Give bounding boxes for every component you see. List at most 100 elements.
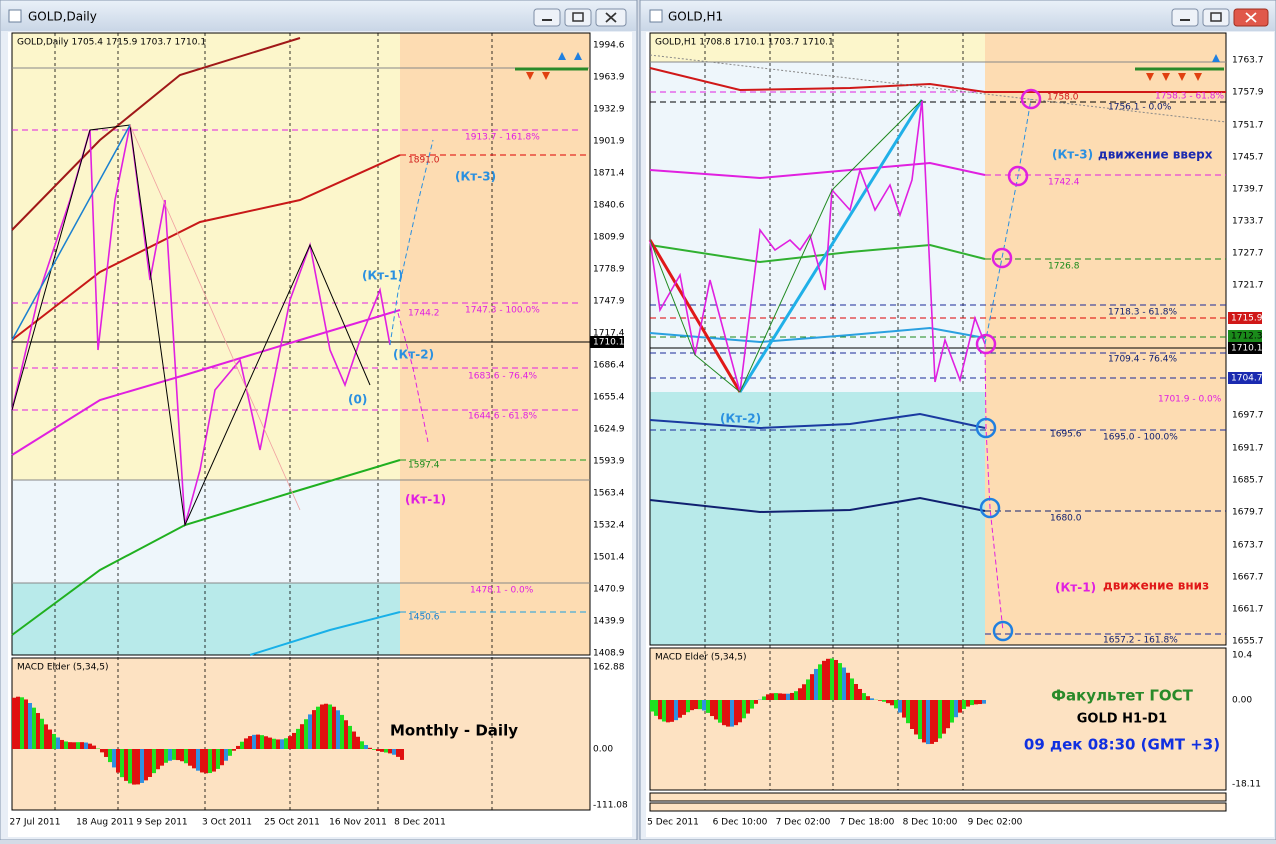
price-tick-label: 1655.7 [1232, 637, 1264, 647]
macd-bar [216, 749, 220, 769]
price-tick-label: 1745.7 [1232, 153, 1264, 163]
macd-bar [244, 738, 248, 749]
price-marker: 1704.7 [1231, 374, 1263, 384]
macd-bar [794, 691, 798, 700]
macd-bar [100, 749, 104, 752]
maximize-button[interactable] [565, 9, 591, 26]
date-label: 9 Dec 02:00 [968, 818, 1023, 828]
macd-bar [734, 700, 738, 725]
macd-bar [906, 700, 910, 723]
macd-bar [930, 700, 934, 744]
price-tick-label: 1563.4 [593, 489, 625, 499]
date-label: 18 Aug 2011 [76, 818, 134, 828]
price-tick-label: 1655.4 [593, 393, 625, 403]
maximize-button[interactable] [1203, 9, 1229, 26]
window-title: GOLD,Daily [28, 10, 97, 24]
macd-bar [738, 700, 742, 722]
annotation: движение вверх [1098, 148, 1213, 162]
macd-bar [670, 700, 674, 722]
macd-bar [778, 693, 782, 700]
macd-bar [364, 745, 368, 749]
level-label: 1758.0 [1047, 93, 1079, 103]
macd-bar [32, 708, 36, 749]
macd-bar [376, 749, 380, 751]
macd-bar [284, 738, 288, 749]
price-tick-label: 1840.6 [593, 201, 625, 211]
macd-bar [918, 700, 922, 739]
caption-title: Факультет ГОСТ [1051, 687, 1194, 705]
annotation: (Кт-3) [455, 170, 496, 184]
macd-bar [208, 749, 212, 773]
price-tick-label: 1679.7 [1232, 508, 1264, 518]
price-tick-label: 1686.4 [593, 361, 625, 371]
macd-bar [16, 697, 20, 749]
macd-bar [388, 749, 392, 753]
macd-bar [718, 700, 722, 723]
level-label: 1718.3 - 61.8% [1108, 308, 1177, 318]
price-tick-label: 1757.9 [1232, 88, 1264, 98]
macd-bar [834, 660, 838, 700]
chart-header: GOLD,Daily 1705.4 1715.9 1703.7 1710.1 [17, 38, 206, 48]
macd-bar [746, 700, 750, 714]
macd-bar [846, 673, 850, 700]
current-price: 1710.1 [593, 338, 625, 348]
date-label: 6 Dec 10:00 [713, 818, 768, 828]
level-label: 1891.0 [408, 156, 440, 166]
annotation: (Кт-1) [405, 493, 446, 507]
macd-bar [730, 700, 734, 727]
annotation: (Кт-1) [1055, 581, 1096, 595]
chart-header: GOLD,H1 1708.8 1710.1 1703.7 1710.1 [655, 38, 834, 48]
price-tick-label: 1661.7 [1232, 605, 1264, 615]
macd-bar [878, 700, 882, 701]
macd-bar [894, 700, 898, 708]
minimize-button[interactable] [1172, 9, 1198, 26]
macd-bar [396, 749, 400, 757]
macd-tick-label: 0.00 [593, 745, 613, 755]
price-tick-label: 1727.7 [1232, 249, 1264, 259]
macd-bar [658, 700, 662, 719]
price-tick-label: 1763.7 [1232, 56, 1264, 66]
macd-bar [678, 700, 682, 718]
macd-bar [280, 739, 284, 749]
macd-bar [850, 678, 854, 700]
macd-bar [368, 748, 372, 749]
caption-symbol: GOLD H1-D1 [1077, 712, 1167, 727]
minimize-button[interactable] [534, 9, 560, 26]
macd-bar [36, 713, 40, 749]
macd-bar [942, 700, 946, 734]
macd-bar [76, 742, 80, 749]
macd-bar [144, 749, 148, 780]
macd-bar [950, 700, 954, 723]
macd-bar [28, 703, 32, 749]
macd-bar [248, 736, 252, 749]
macd-bar [954, 700, 958, 717]
macd-bar [726, 700, 730, 727]
price-marker: 1712.3 [1231, 332, 1263, 342]
macd-bar [974, 700, 978, 704]
macd-bar [320, 705, 324, 749]
macd-bar [88, 744, 92, 749]
price-tick-label: 1667.7 [1232, 573, 1264, 583]
macd-bar [12, 698, 16, 749]
macd-bar [176, 749, 180, 760]
macd-bar [152, 749, 156, 773]
macd-bar [882, 700, 886, 702]
macd-bar [842, 668, 846, 700]
macd-bar [116, 749, 120, 773]
price-tick-label: 1691.7 [1232, 444, 1264, 454]
macd-bar [220, 749, 224, 765]
macd-bar [838, 663, 842, 700]
macd-bar [268, 738, 272, 749]
date-label: 25 Oct 2011 [264, 818, 320, 828]
macd-bar [324, 704, 328, 749]
macd-bar [272, 739, 276, 749]
macd-bar [662, 700, 666, 722]
level-label: 1913.7 - 161.8% [465, 133, 540, 143]
macd-label: MACD Elder (5,34,5) [17, 663, 109, 673]
price-marker: 1710.1 [1231, 344, 1263, 354]
macd-bar [340, 715, 344, 749]
level-label: 1695.0 - 100.0% [1103, 433, 1178, 443]
macd-bar [304, 719, 308, 749]
macd-bar [256, 735, 260, 749]
